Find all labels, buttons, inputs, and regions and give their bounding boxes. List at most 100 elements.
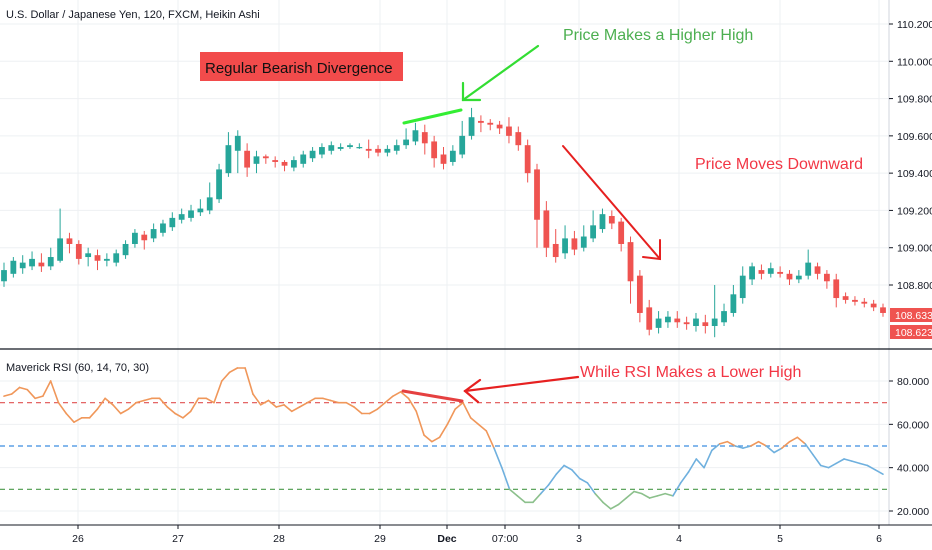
candle[interactable] bbox=[216, 163, 222, 203]
candle[interactable] bbox=[290, 156, 297, 172]
candle[interactable] bbox=[880, 303, 886, 317]
candle[interactable] bbox=[599, 208, 606, 233]
candle[interactable] bbox=[197, 199, 204, 217]
candle[interactable] bbox=[225, 132, 232, 177]
candle[interactable] bbox=[468, 107, 475, 140]
candle[interactable] bbox=[786, 270, 793, 285]
candle[interactable] bbox=[253, 150, 260, 174]
candle[interactable] bbox=[730, 285, 737, 317]
candle[interactable] bbox=[1, 262, 7, 287]
candle[interactable] bbox=[758, 264, 765, 280]
candle[interactable] bbox=[590, 210, 597, 243]
candle[interactable] bbox=[608, 210, 615, 230]
candle[interactable] bbox=[66, 232, 73, 254]
candle[interactable] bbox=[627, 236, 634, 304]
candle[interactable] bbox=[412, 122, 419, 146]
candle[interactable] bbox=[571, 230, 578, 256]
candle[interactable] bbox=[805, 249, 812, 280]
candle[interactable] bbox=[721, 303, 727, 327]
candle[interactable] bbox=[683, 316, 690, 330]
candle[interactable] bbox=[693, 312, 699, 332]
candle[interactable] bbox=[674, 311, 681, 328]
candle[interactable] bbox=[711, 285, 718, 338]
candle[interactable] bbox=[552, 229, 559, 263]
candle[interactable] bbox=[141, 230, 148, 250]
candle[interactable] bbox=[870, 299, 877, 312]
candle[interactable] bbox=[375, 145, 381, 157]
candle[interactable] bbox=[75, 240, 82, 265]
candle[interactable] bbox=[449, 145, 456, 166]
candle[interactable] bbox=[861, 298, 868, 308]
candle[interactable] bbox=[852, 296, 858, 306]
candle[interactable] bbox=[244, 143, 251, 177]
candle[interactable] bbox=[431, 135, 438, 168]
candle[interactable] bbox=[665, 311, 671, 328]
candle[interactable] bbox=[618, 217, 625, 252]
candle[interactable] bbox=[309, 147, 316, 162]
candle[interactable] bbox=[85, 247, 92, 267]
candle[interactable] bbox=[393, 139, 400, 155]
candle[interactable] bbox=[337, 143, 344, 151]
candle[interactable] bbox=[178, 208, 185, 224]
candle[interactable] bbox=[206, 182, 213, 215]
candle[interactable] bbox=[739, 266, 746, 304]
candle[interactable] bbox=[132, 229, 138, 248]
candle[interactable] bbox=[19, 255, 26, 274]
candle[interactable] bbox=[10, 257, 17, 278]
candle[interactable] bbox=[534, 163, 540, 248]
candle[interactable] bbox=[833, 273, 840, 308]
candle[interactable] bbox=[234, 130, 241, 174]
candle[interactable] bbox=[515, 126, 522, 151]
candle[interactable] bbox=[188, 204, 194, 222]
candle[interactable] bbox=[328, 141, 335, 155]
candle[interactable] bbox=[842, 292, 849, 304]
candle[interactable] bbox=[160, 219, 166, 237]
candle[interactable] bbox=[646, 299, 653, 336]
candle[interactable] bbox=[403, 128, 409, 149]
candle[interactable] bbox=[636, 270, 643, 323]
rsi-line[interactable] bbox=[3, 367, 884, 510]
candle[interactable] bbox=[47, 247, 54, 271]
candle[interactable] bbox=[262, 154, 269, 164]
candle[interactable] bbox=[319, 143, 325, 159]
candle[interactable] bbox=[487, 119, 494, 131]
candle[interactable] bbox=[580, 225, 587, 252]
candle[interactable] bbox=[57, 208, 64, 263]
candle[interactable] bbox=[113, 249, 120, 267]
price-candles[interactable] bbox=[1, 107, 886, 338]
candle[interactable] bbox=[94, 249, 101, 271]
candle[interactable] bbox=[365, 139, 372, 159]
candle[interactable] bbox=[347, 143, 353, 149]
candle[interactable] bbox=[655, 311, 662, 334]
candle[interactable] bbox=[478, 115, 484, 133]
candle[interactable] bbox=[150, 223, 157, 243]
candle[interactable] bbox=[440, 147, 447, 170]
candle[interactable] bbox=[777, 266, 784, 278]
candle[interactable] bbox=[524, 139, 531, 183]
candle[interactable] bbox=[543, 201, 550, 258]
candle[interactable] bbox=[702, 314, 709, 334]
candle[interactable] bbox=[749, 262, 755, 285]
candle[interactable] bbox=[496, 120, 503, 134]
candle[interactable] bbox=[795, 270, 802, 284]
candle[interactable] bbox=[562, 225, 568, 259]
candle[interactable] bbox=[122, 240, 129, 259]
candle[interactable] bbox=[459, 120, 466, 159]
candle[interactable] bbox=[169, 212, 176, 231]
candle[interactable] bbox=[823, 270, 830, 289]
candle[interactable] bbox=[384, 145, 391, 157]
candle[interactable] bbox=[300, 150, 307, 168]
candle[interactable] bbox=[29, 251, 35, 271]
time-axis[interactable]: 26 27 28 29 Dec 07:00 3 4 5 6 bbox=[72, 525, 882, 545]
candle[interactable] bbox=[506, 117, 512, 144]
candle[interactable] bbox=[103, 253, 110, 267]
candle[interactable] bbox=[814, 262, 821, 280]
candle[interactable] bbox=[767, 262, 774, 278]
candle[interactable] bbox=[281, 160, 288, 172]
price-axis[interactable]: 110.200 110.000 109.800 109.600 109.400 109.2… bbox=[889, 19, 932, 292]
candle[interactable] bbox=[356, 143, 363, 149]
candle[interactable] bbox=[421, 124, 428, 155]
candle[interactable] bbox=[272, 156, 279, 168]
rsi-axis[interactable]: 80.000 60.000 40.000 20.000 bbox=[889, 376, 929, 518]
